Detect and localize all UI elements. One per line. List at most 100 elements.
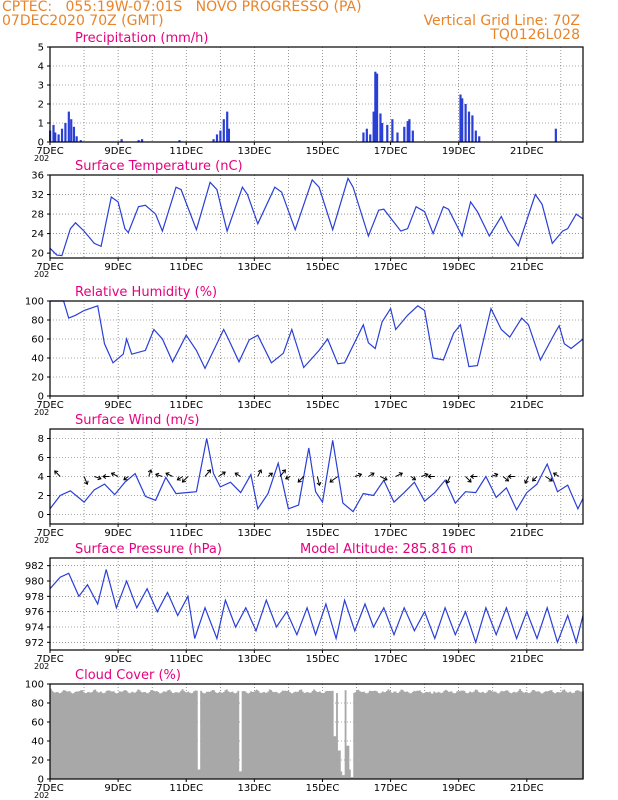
cloud-bar — [203, 693, 205, 779]
cloud-bar — [191, 692, 194, 779]
wind-vector — [94, 476, 102, 480]
wind-vector — [279, 469, 286, 477]
x-tick-label: 9DEC — [104, 654, 131, 665]
cloud-bar — [177, 692, 180, 779]
y-tick-label: 980 — [25, 577, 44, 588]
cloud-bar — [316, 691, 318, 779]
cloud-bar — [95, 691, 98, 779]
cloud-bar — [311, 690, 314, 779]
cloud-bar — [514, 692, 517, 779]
cloud-bar — [434, 692, 437, 779]
precip-bar — [212, 139, 215, 142]
cloud-bar — [110, 691, 112, 779]
cloud-bar — [512, 692, 514, 779]
cloud-bar — [454, 692, 457, 779]
cloud-bar — [194, 690, 197, 779]
wind-vector-head — [281, 469, 286, 474]
cloud-bar — [91, 691, 94, 779]
wind-vector-head — [165, 472, 170, 477]
year-fragment: 202 — [34, 791, 49, 800]
humidity-series-line — [50, 300, 584, 370]
cloud-bar — [265, 692, 268, 779]
cloud-bar — [195, 690, 198, 779]
cloud-bar — [553, 693, 556, 779]
x-tick-label: 7DEC — [36, 400, 63, 411]
wind-vector-head — [507, 474, 512, 479]
x-tick-label: 7DEC — [36, 146, 63, 157]
cloud-bar — [230, 692, 233, 779]
cloud-bar — [539, 692, 542, 779]
cloud-bar — [570, 692, 573, 779]
wind-vector — [490, 473, 498, 477]
cloud-bar — [407, 692, 410, 779]
cloud-bar — [404, 692, 407, 779]
cloud-bar — [384, 692, 387, 779]
precip-bar — [75, 136, 78, 142]
cloud-bar — [340, 771, 343, 779]
cloud-bar — [258, 692, 261, 779]
cloud-bar — [374, 690, 377, 779]
wind-vector — [297, 476, 305, 483]
cloud-bar — [513, 691, 516, 779]
x-tick-label: 21DEC — [510, 262, 544, 273]
x-tick-label: 13DEC — [237, 400, 271, 411]
cloud-bar — [193, 691, 195, 779]
cloud-bar — [101, 692, 104, 779]
cloud-bar — [489, 690, 491, 779]
wind-vector-head — [329, 478, 334, 483]
cloud-bar — [486, 692, 489, 779]
cloud-panel: 0 20 40 60 80 100 7DEC 9DEC 11DEC 13DEC 15DEC 17DEC… — [25, 668, 584, 800]
cloud-bar — [64, 690, 67, 779]
x-tick-label: 9DEC — [104, 528, 131, 539]
cloud-bar — [304, 692, 307, 779]
wind-vector-head — [548, 477, 553, 482]
cloud-bar — [154, 691, 157, 779]
cloud-bar — [211, 689, 214, 779]
cloud-bar — [517, 690, 520, 779]
cloud-bar — [479, 692, 481, 779]
wind-vector — [316, 476, 321, 486]
y-tick-label: 32 — [31, 190, 44, 201]
y-tick-label: 20 — [31, 249, 44, 260]
x-tick-label: 13DEC — [237, 528, 271, 539]
cloud-bar — [542, 693, 544, 779]
cloud-bar — [307, 692, 310, 779]
cloud-bar — [152, 690, 155, 779]
cloud-bar — [411, 692, 414, 779]
cloud-bar — [168, 689, 171, 779]
x-tick-label: 17DEC — [374, 262, 408, 273]
cloud-bar — [300, 689, 303, 779]
y-tick-label: 2 — [38, 491, 44, 502]
precip-bar — [57, 134, 60, 142]
humidity-title: Relative Humidity (%) — [75, 285, 217, 300]
wind-vector-head — [97, 475, 102, 481]
cloud-bar — [188, 692, 191, 779]
cloud-bar — [58, 693, 61, 779]
cloud-bar — [215, 693, 218, 779]
cloud-bar — [112, 691, 115, 779]
y-tick-label: 100 — [25, 680, 44, 691]
cloud-bar — [378, 693, 381, 779]
cloud-bar — [417, 690, 420, 779]
cloud-bar — [314, 690, 317, 779]
cloud-bar — [214, 692, 217, 779]
precip-bar — [474, 130, 477, 142]
cloud-bar — [114, 692, 117, 779]
cloud-bar — [140, 691, 142, 779]
cloud-bar — [400, 689, 403, 779]
precip-bar — [227, 128, 231, 142]
cloud-bar — [74, 691, 77, 779]
cloud-bar — [82, 692, 85, 779]
cloud-bar — [286, 691, 288, 779]
wind-vector — [267, 472, 273, 477]
cloud-bar — [210, 691, 213, 779]
cloud-bar — [267, 691, 270, 779]
x-tick-label: 11DEC — [169, 400, 203, 411]
y-tick-label: 28 — [31, 210, 44, 221]
cloud-bar — [121, 691, 124, 779]
wind-vector-head — [84, 480, 89, 485]
cloud-bar — [234, 693, 237, 779]
x-tick-label: 9DEC — [104, 400, 131, 411]
cloud-bar — [105, 690, 108, 779]
cloud-bar — [245, 692, 248, 779]
